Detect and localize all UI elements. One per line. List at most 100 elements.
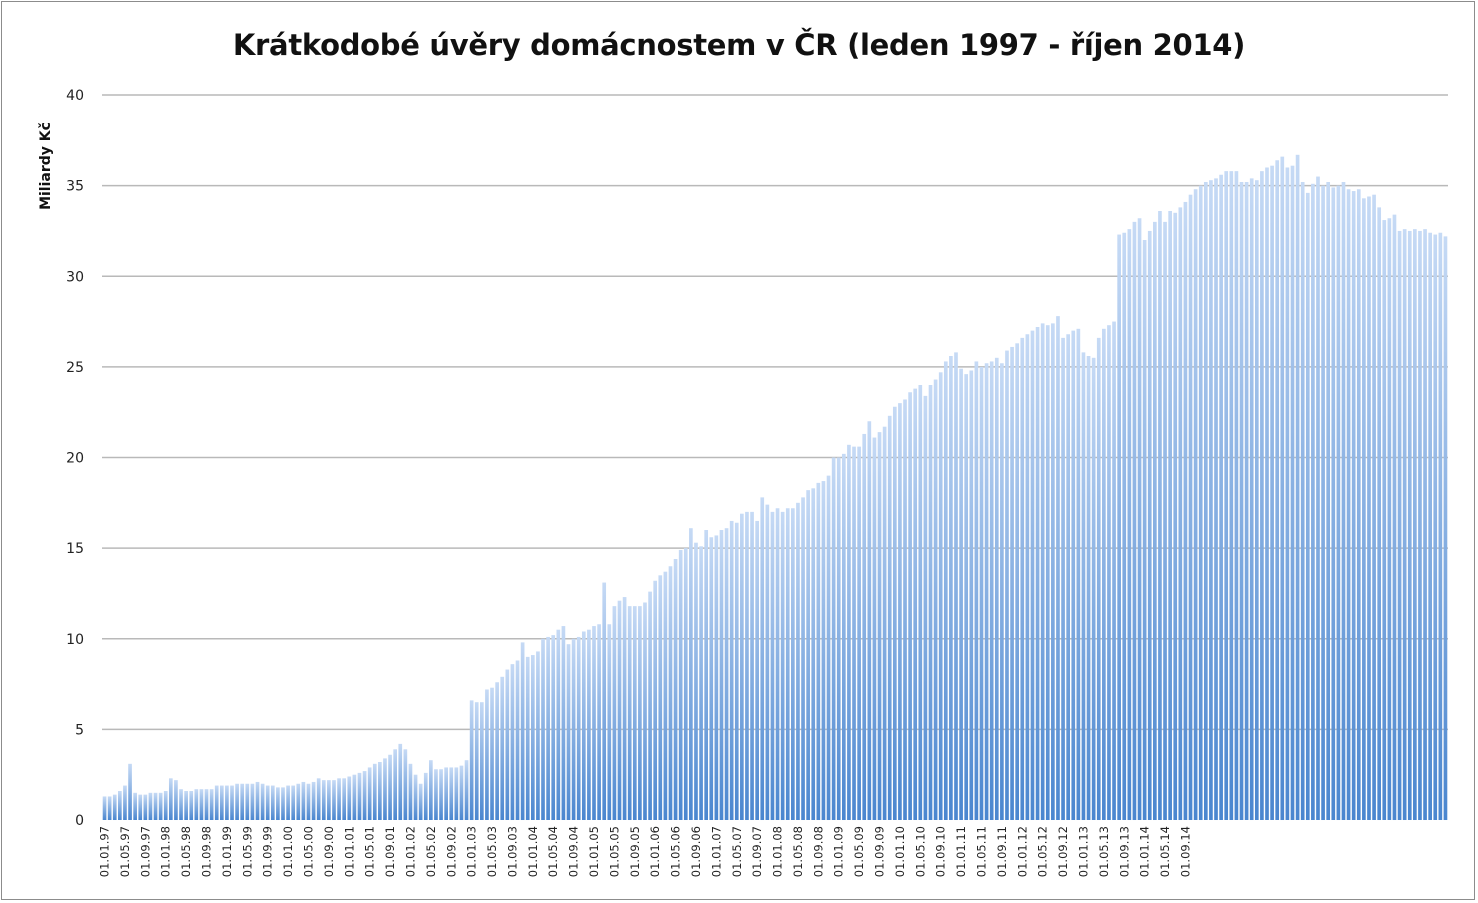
bar bbox=[1081, 352, 1086, 821]
y-tick-label: 0 bbox=[75, 813, 84, 829]
bar bbox=[439, 769, 443, 820]
gridlines bbox=[102, 94, 1448, 731]
bar bbox=[1173, 212, 1178, 820]
bar bbox=[1117, 234, 1121, 820]
bar bbox=[694, 542, 698, 820]
bar bbox=[393, 749, 397, 820]
bar bbox=[561, 626, 566, 820]
bar bbox=[724, 528, 729, 820]
bar bbox=[480, 702, 484, 820]
bar bbox=[388, 754, 392, 820]
y-tick-label: 35 bbox=[66, 179, 84, 195]
bar bbox=[898, 403, 902, 820]
bar bbox=[1367, 196, 1371, 820]
bar bbox=[118, 791, 122, 820]
bar bbox=[250, 783, 255, 820]
bar bbox=[434, 769, 438, 820]
bar bbox=[923, 395, 928, 821]
bar bbox=[235, 783, 239, 820]
bar bbox=[367, 767, 372, 820]
x-tick-label: 01.01.01 bbox=[342, 826, 356, 877]
bar bbox=[1198, 185, 1203, 821]
bar bbox=[1071, 330, 1076, 820]
bar bbox=[1336, 185, 1341, 821]
x-tick-label: 01.05.07 bbox=[730, 826, 744, 877]
bar bbox=[1219, 174, 1223, 820]
bar bbox=[816, 482, 821, 821]
x-tick-label: 01.09.02 bbox=[444, 826, 458, 877]
bar bbox=[576, 636, 581, 820]
bar bbox=[495, 682, 499, 820]
bar bbox=[857, 446, 861, 821]
bar bbox=[546, 636, 550, 820]
x-tick-label: 01.09.97 bbox=[138, 826, 152, 877]
bar bbox=[474, 702, 479, 820]
bar bbox=[1015, 343, 1020, 820]
bar bbox=[1056, 316, 1060, 820]
bar bbox=[1086, 356, 1091, 820]
bar bbox=[378, 762, 382, 820]
bar bbox=[1137, 218, 1142, 820]
bar bbox=[556, 629, 561, 820]
bar bbox=[158, 792, 163, 820]
x-tick-label: 01.09.00 bbox=[322, 826, 336, 877]
bar bbox=[887, 415, 892, 820]
bar bbox=[1178, 207, 1183, 821]
bar bbox=[750, 511, 754, 821]
bar bbox=[1356, 189, 1361, 820]
bar bbox=[872, 437, 877, 820]
bar bbox=[342, 778, 347, 820]
bar bbox=[974, 361, 979, 820]
bar bbox=[464, 760, 469, 820]
bar bbox=[740, 513, 744, 820]
bar bbox=[1127, 229, 1132, 821]
bar bbox=[1392, 214, 1397, 821]
bar bbox=[1122, 232, 1127, 820]
bar bbox=[291, 785, 296, 820]
bar bbox=[1244, 182, 1249, 820]
bar bbox=[500, 676, 505, 820]
bar bbox=[515, 660, 520, 820]
bar bbox=[128, 763, 132, 820]
bar bbox=[612, 606, 617, 821]
bar bbox=[1326, 182, 1331, 820]
bar bbox=[1010, 346, 1014, 820]
bar bbox=[913, 388, 918, 821]
x-tick-label: 01.01.99 bbox=[220, 826, 234, 877]
bar bbox=[1203, 182, 1208, 820]
bars bbox=[102, 154, 1448, 821]
bar bbox=[418, 783, 423, 820]
bar bbox=[811, 488, 816, 820]
bar bbox=[1346, 189, 1351, 820]
bar bbox=[597, 624, 601, 820]
bar bbox=[933, 379, 938, 820]
bar bbox=[240, 783, 245, 820]
bar bbox=[908, 392, 912, 820]
bar bbox=[658, 575, 663, 820]
bar bbox=[882, 426, 887, 820]
x-tick-label: 01.05.99 bbox=[240, 826, 254, 877]
bar bbox=[199, 789, 204, 820]
bar bbox=[760, 497, 765, 821]
x-tick-label: 01.01.04 bbox=[526, 826, 540, 877]
x-tick-label: 01.05.04 bbox=[546, 826, 560, 877]
x-tick-label: 01.01.06 bbox=[648, 826, 662, 877]
bar bbox=[1051, 323, 1055, 820]
bar bbox=[683, 548, 688, 821]
x-tick-label: 01.09.08 bbox=[811, 826, 825, 877]
bar bbox=[444, 767, 448, 820]
x-tick-label: 01.09.06 bbox=[689, 826, 703, 877]
bar bbox=[806, 490, 810, 820]
bar bbox=[1351, 191, 1356, 820]
bar bbox=[826, 475, 831, 821]
bar bbox=[1443, 236, 1448, 821]
bar bbox=[163, 791, 168, 820]
bar bbox=[225, 785, 229, 820]
bar bbox=[1091, 357, 1096, 820]
x-tick-label: 01.05.97 bbox=[118, 826, 132, 877]
x-tick-label: 01.05.02 bbox=[424, 826, 438, 877]
bar bbox=[755, 520, 759, 820]
x-tick-label: 01.05.11 bbox=[974, 826, 988, 877]
x-tick-label: 01.01.09 bbox=[832, 826, 846, 877]
